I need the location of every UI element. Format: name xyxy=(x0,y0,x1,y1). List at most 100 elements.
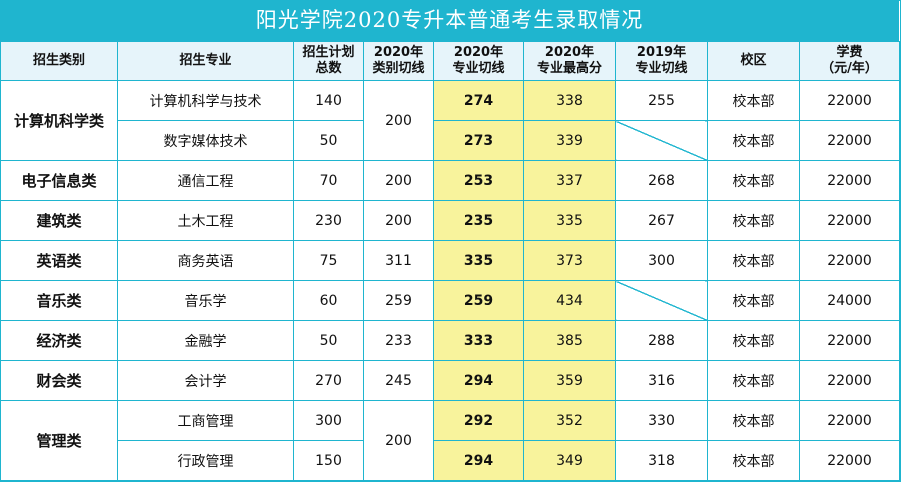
fee-cell: 22000 xyxy=(799,80,900,121)
plan-cell: 140 xyxy=(293,80,364,121)
page-title: 阳光学院2020专升本普通考生录取情况 xyxy=(0,0,899,41)
plan-cell: 150 xyxy=(293,440,364,481)
header-plan: 招生计划 总数 xyxy=(293,41,364,81)
major-max-2020-cell: 349 xyxy=(523,440,616,481)
major-cutoff-2020-cell: 292 xyxy=(433,400,524,441)
table-row: 音乐类 音乐学 60 259 259 434 校本部 24000 xyxy=(0,280,900,321)
major-cutoff-2020-cell: 333 xyxy=(433,320,524,361)
table-row: 行政管理 150 294 349 318 校本部 22000 xyxy=(1,440,900,481)
header-row: 招生类别 招生专业 招生计划 总数 2020年 类别切线 2020年 专业切线 202… xyxy=(0,41,900,81)
table-row: 管理类 工商管理 300 200 292 352 330 校本部 22000 xyxy=(0,400,900,481)
major-cutoff-2020-cell: 294 xyxy=(433,360,524,401)
category-cutoff-cell: 200 xyxy=(363,400,434,481)
category-cell: 财会类 xyxy=(0,360,118,401)
fee-cell: 22000 xyxy=(799,440,900,481)
major-cell: 金融学 xyxy=(117,320,294,361)
table-row: 经济类 金融学 50 233 333 385 288 校本部 22000 xyxy=(0,320,900,361)
header-major-max-2020: 2020年 专业最高分 xyxy=(523,41,616,81)
major-cutoff-2019-cell: 330 xyxy=(615,400,708,441)
major-cutoff-2020-cell: 274 xyxy=(433,80,524,121)
campus-cell: 校本部 xyxy=(707,400,800,441)
plan-cell: 50 xyxy=(293,320,364,361)
fee-cell: 24000 xyxy=(799,280,900,321)
major-cell: 数字媒体技术 xyxy=(117,120,294,161)
major-max-2020-cell: 352 xyxy=(523,400,616,441)
campus-cell: 校本部 xyxy=(707,80,800,121)
fee-cell: 22000 xyxy=(799,160,900,201)
major-cell: 土木工程 xyxy=(117,200,294,241)
campus-cell: 校本部 xyxy=(707,320,800,361)
empty-diagonal-cell xyxy=(615,120,708,161)
plan-cell: 50 xyxy=(293,120,364,161)
plan-cell: 300 xyxy=(293,400,364,441)
major-max-2020-cell: 339 xyxy=(523,120,616,161)
major-cell: 计算机科学与技术 xyxy=(117,80,294,121)
category-cell: 电子信息类 xyxy=(0,160,118,201)
category-cutoff-cell: 245 xyxy=(363,360,434,401)
category-cutoff-cell: 200 xyxy=(363,200,434,241)
major-max-2020-cell: 373 xyxy=(523,240,616,281)
major-cutoff-2019-cell: 255 xyxy=(615,80,708,121)
campus-cell: 校本部 xyxy=(707,280,800,321)
admission-table: 招生类别 招生专业 招生计划 总数 2020年 类别切线 2020年 专业切线 202… xyxy=(0,41,900,481)
header-major-cutoff-2019: 2019年 专业切线 xyxy=(615,41,708,81)
campus-cell: 校本部 xyxy=(707,200,800,241)
table-row: 计算机科学类 计算机科学与技术 140 200 274 338 255 校本部 … xyxy=(0,80,900,161)
major-cell: 商务英语 xyxy=(117,240,294,281)
header-major-cutoff-2020: 2020年 专业切线 xyxy=(433,41,524,81)
header-major: 招生专业 xyxy=(117,41,294,81)
plan-cell: 70 xyxy=(293,160,364,201)
header-category-cutoff-2020: 2020年 类别切线 xyxy=(363,41,434,81)
campus-cell: 校本部 xyxy=(707,360,800,401)
plan-cell: 60 xyxy=(293,280,364,321)
header-campus: 校区 xyxy=(707,41,800,81)
category-cutoff-cell: 200 xyxy=(363,160,434,201)
fee-cell: 22000 xyxy=(799,400,900,441)
major-max-2020-cell: 335 xyxy=(523,200,616,241)
major-cutoff-2020-cell: 273 xyxy=(433,120,524,161)
major-cutoff-2019-cell: 316 xyxy=(615,360,708,401)
major-cell: 通信工程 xyxy=(117,160,294,201)
category-cell: 管理类 xyxy=(0,400,118,481)
major-max-2020-cell: 434 xyxy=(523,280,616,321)
plan-cell: 230 xyxy=(293,200,364,241)
category-cell: 音乐类 xyxy=(0,280,118,321)
major-cutoff-2020-cell: 253 xyxy=(433,160,524,201)
major-cutoff-2020-cell: 294 xyxy=(433,440,524,481)
table-row: 电子信息类 通信工程 70 200 253 337 268 校本部 22000 xyxy=(0,160,900,201)
campus-cell: 校本部 xyxy=(707,240,800,281)
campus-cell: 校本部 xyxy=(707,160,800,201)
major-max-2020-cell: 337 xyxy=(523,160,616,201)
fee-cell: 22000 xyxy=(799,240,900,281)
table-row: 英语类 商务英语 75 311 335 373 300 校本部 22000 xyxy=(0,240,900,281)
empty-diagonal-cell xyxy=(615,280,708,321)
major-max-2020-cell: 385 xyxy=(523,320,616,361)
plan-cell: 270 xyxy=(293,360,364,401)
major-cutoff-2019-cell: 268 xyxy=(615,160,708,201)
major-cutoff-2019-cell: 288 xyxy=(615,320,708,361)
major-cell: 音乐学 xyxy=(117,280,294,321)
major-cutoff-2019-cell: 300 xyxy=(615,240,708,281)
major-cutoff-2019-cell: 318 xyxy=(615,440,708,481)
category-cutoff-cell: 311 xyxy=(363,240,434,281)
major-cell: 会计学 xyxy=(117,360,294,401)
table-row: 建筑类 土木工程 230 200 235 335 267 校本部 22000 xyxy=(0,200,900,241)
category-cell: 英语类 xyxy=(0,240,118,281)
major-cell: 工商管理 xyxy=(117,400,294,441)
header-category: 招生类别 xyxy=(0,41,118,81)
header-fee: 学费 （元/年） xyxy=(799,41,900,81)
fee-cell: 22000 xyxy=(799,320,900,361)
category-cutoff-cell: 259 xyxy=(363,280,434,321)
campus-cell: 校本部 xyxy=(707,440,800,481)
major-cutoff-2020-cell: 335 xyxy=(433,240,524,281)
major-max-2020-cell: 359 xyxy=(523,360,616,401)
fee-cell: 22000 xyxy=(799,120,900,161)
table-row: 财会类 会计学 270 245 294 359 316 校本部 22000 xyxy=(0,360,900,401)
major-cutoff-2020-cell: 235 xyxy=(433,200,524,241)
category-cell: 经济类 xyxy=(0,320,118,361)
category-cutoff-cell: 200 xyxy=(363,80,434,161)
major-max-2020-cell: 338 xyxy=(523,80,616,121)
category-cell: 计算机科学类 xyxy=(0,80,118,161)
table-row: 数字媒体技术 50 273 339 校本部 22000 xyxy=(1,120,900,161)
major-cutoff-2019-cell: 267 xyxy=(615,200,708,241)
